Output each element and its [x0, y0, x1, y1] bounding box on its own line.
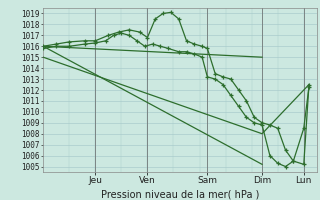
X-axis label: Pression niveau de la mer( hPa ): Pression niveau de la mer( hPa )	[101, 189, 259, 199]
